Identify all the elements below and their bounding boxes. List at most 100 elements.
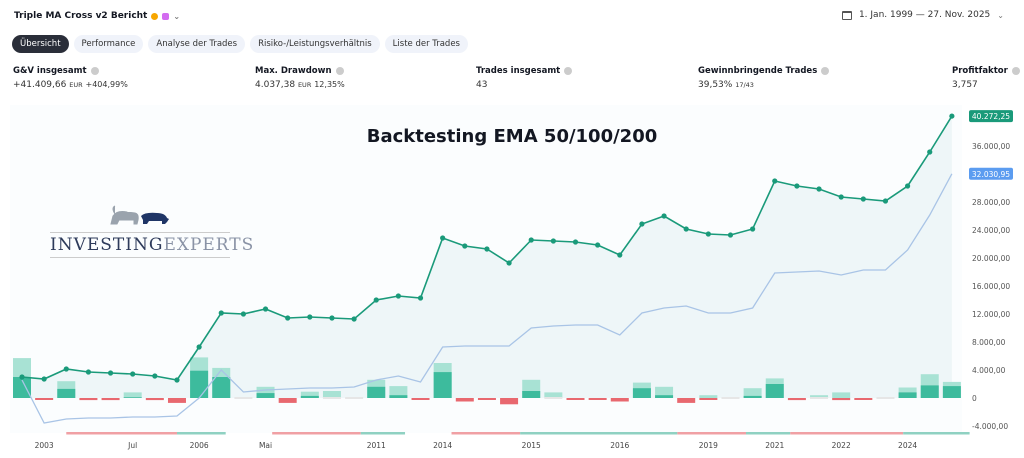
pnl-bar [854, 398, 873, 400]
equity-point [462, 243, 468, 249]
period-segment-gain [903, 432, 970, 435]
equity-point [772, 178, 778, 184]
stat-value: 43 [476, 80, 488, 90]
stat-extra: +404,99% [85, 80, 128, 89]
y-tick-label: 20.000,00 [972, 254, 1010, 263]
equity-point [683, 226, 689, 232]
equity-point [750, 226, 756, 232]
tab-performance[interactable]: Performance [73, 35, 144, 53]
pnl-bar [79, 398, 98, 401]
y-tick-label: 28.000,00 [972, 198, 1010, 207]
pnl-bar [411, 398, 430, 400]
period-segment-gain [360, 432, 406, 435]
info-icon[interactable] [564, 67, 573, 75]
stat-value: 3,757 [952, 80, 978, 90]
tab-risk-ratio[interactable]: Risiko-/Leistungsverhältnis [250, 35, 380, 53]
runup-bar [699, 395, 718, 398]
equity-point [905, 183, 911, 189]
equity-point [550, 238, 556, 244]
equity-point [794, 183, 800, 189]
pnl-bar [522, 391, 541, 398]
period-segment-loss [66, 432, 177, 435]
equity-point [639, 221, 645, 227]
equity-point [705, 231, 711, 237]
bull-bear-icon [110, 205, 169, 225]
runup-bar [544, 392, 563, 398]
equity-point [152, 373, 158, 379]
pnl-bar [544, 397, 563, 399]
info-icon[interactable] [90, 67, 99, 75]
pnl-bar [810, 397, 829, 399]
equity-point [85, 369, 92, 375]
equity-point [240, 311, 246, 317]
pnl-bar [743, 395, 762, 398]
pnl-bar [35, 398, 54, 400]
runup-bar [389, 386, 408, 398]
info-icon[interactable] [821, 67, 830, 75]
overlay-title: Backtesting EMA 50/100/200 [366, 126, 658, 147]
pnl-bar [942, 386, 961, 398]
x-tick-label: 2011 [367, 441, 386, 450]
stat-label: Trades insgesamt [476, 66, 561, 76]
pnl-bar [234, 397, 253, 399]
stat-value: 39,53% [698, 80, 733, 90]
pnl-bar [765, 384, 784, 398]
x-tick-label: 2024 [898, 441, 917, 450]
pnl-bar [433, 372, 452, 398]
x-tick-label: 2015 [522, 441, 541, 450]
tab-trade-list[interactable]: Liste der Trades [384, 35, 468, 53]
date-range-picker[interactable]: 1. Jan. 1999 — 27. Nov. 2025 ⌄ [841, 10, 1004, 20]
period-segment-gain [176, 432, 226, 435]
x-tick-label: 2003 [35, 441, 54, 450]
equity-point [218, 310, 224, 316]
equity-point [130, 371, 136, 377]
y-tick-label: 0 [972, 394, 977, 403]
stat-extra: 12,35% [314, 80, 345, 89]
report-title[interactable]: Triple MA Cross v2 Bericht ⌄ [14, 11, 180, 21]
runup-bar [743, 388, 762, 398]
equity-point [196, 344, 202, 350]
equity-price-badge-text: 40.272,25 [972, 112, 1010, 121]
logo-text-b: Experts [163, 235, 255, 255]
pnl-bar [300, 395, 319, 398]
x-tick-label: 2022 [832, 441, 851, 450]
date-range-text: 1. Jan. 1999 — 27. Nov. 2025 [858, 10, 991, 20]
equity-point [617, 252, 623, 258]
pnl-bar [832, 398, 851, 401]
buyhold-line [21, 173, 953, 424]
equity-point [661, 213, 667, 219]
pnl-bar [699, 398, 718, 400]
equity-point [395, 293, 401, 299]
chevron-down-icon[interactable]: ⌄ [173, 11, 181, 21]
x-tick-label: 2006 [190, 441, 209, 450]
x-tick-label: 2014 [433, 441, 452, 450]
info-icon[interactable] [335, 67, 344, 75]
equity-point [882, 198, 889, 204]
stat-unit: EUR [69, 81, 83, 89]
pnl-bar [389, 395, 408, 398]
pnl-bar [500, 398, 519, 405]
runup-bar [655, 386, 674, 398]
equity-point [373, 297, 379, 303]
y-tick-label: 16.000,00 [972, 282, 1010, 291]
tab-trade-analysis[interactable]: Analyse der Trades [148, 35, 246, 53]
runup-bar [810, 395, 829, 398]
equity-point [63, 366, 69, 372]
period-segment-loss [272, 432, 361, 435]
info-icon[interactable] [1011, 67, 1020, 75]
equity-point [41, 376, 47, 382]
stat-unit: EUR [297, 81, 312, 89]
coin-icon [151, 12, 159, 20]
tab-overview[interactable]: Übersicht [12, 35, 69, 53]
stat-total-trades: Trades insgesamt 43 [476, 66, 573, 90]
equity-point [838, 194, 844, 200]
pnl-bar [677, 398, 696, 403]
equity-area-fill [22, 116, 952, 398]
equity-point [949, 113, 955, 119]
pnl-bar [13, 377, 31, 398]
pnl-bar [190, 370, 209, 398]
stat-max-drawdown: Max. Drawdown 4.037,38 EUR 12,35% [255, 66, 345, 90]
equity-point [595, 242, 601, 248]
pnl-bar [898, 392, 917, 398]
